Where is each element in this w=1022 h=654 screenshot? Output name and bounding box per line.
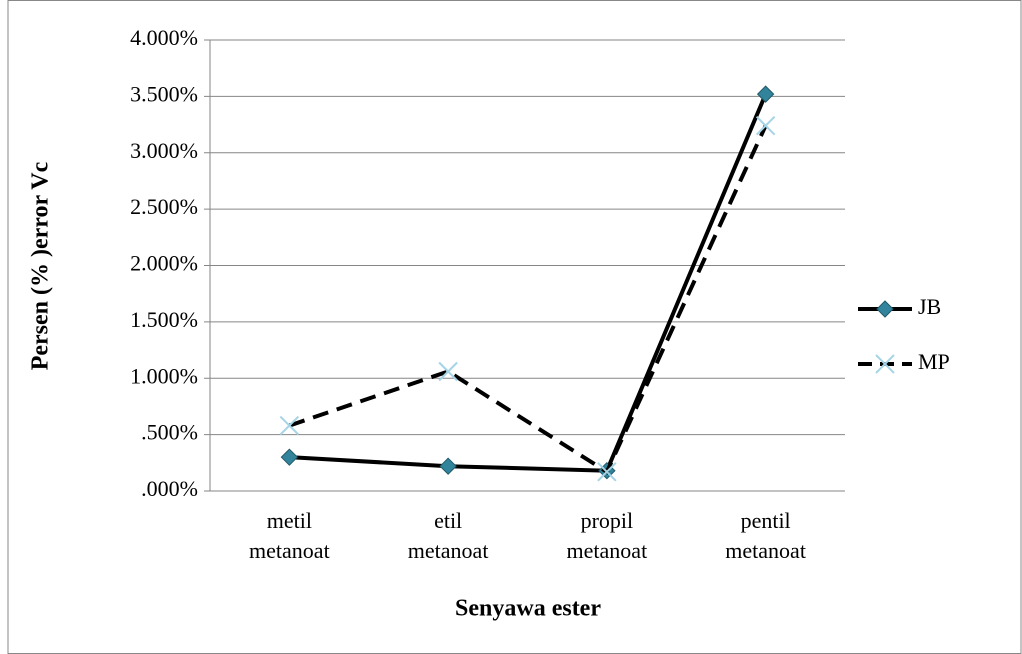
x-tick-label-line: metanoat bbox=[725, 538, 806, 563]
marker bbox=[280, 448, 299, 466]
x-tick-label-line: etil bbox=[434, 508, 462, 533]
x-axis-label: Senyawa ester bbox=[455, 596, 601, 622]
series-line bbox=[288, 124, 768, 475]
marker bbox=[756, 85, 775, 103]
x-tick-label-line: propil bbox=[581, 508, 634, 533]
y-tick-label: .500% bbox=[141, 420, 198, 445]
legend-label: MP bbox=[918, 349, 950, 374]
marker bbox=[875, 354, 895, 374]
marker bbox=[755, 115, 776, 136]
y-tick-label: 2.000% bbox=[130, 251, 198, 276]
marker bbox=[438, 361, 458, 382]
y-tick-label: 3.000% bbox=[130, 138, 198, 163]
y-tick-label: 1.500% bbox=[130, 307, 198, 332]
x-tick-label-line: metanoat bbox=[567, 538, 648, 563]
x-tick-label: propil metanoat bbox=[567, 508, 648, 563]
y-tick-label: 4.000% bbox=[130, 25, 198, 50]
x-tick-label: metil metanoat bbox=[249, 508, 330, 563]
marker bbox=[439, 457, 457, 475]
series-line bbox=[289, 93, 768, 473]
y-tick-label: 1.000% bbox=[130, 363, 198, 388]
legend-label: JB bbox=[918, 294, 941, 319]
chart-border bbox=[7, 0, 1022, 654]
x-tick-label: etil metanoat bbox=[408, 508, 489, 563]
x-tick-label: pentil metanoat bbox=[725, 508, 806, 563]
x-tick-label-line: metanoat bbox=[249, 538, 330, 563]
y-tick-label: 3.500% bbox=[130, 81, 198, 106]
y-tick-label: .000% bbox=[141, 476, 198, 501]
marker bbox=[597, 462, 617, 482]
marker bbox=[279, 415, 300, 436]
marker bbox=[876, 300, 894, 318]
x-tick-label-line: pentil bbox=[741, 508, 791, 533]
x-tick-label-line: metanoat bbox=[408, 538, 489, 563]
x-tick-label-line: metil bbox=[267, 508, 312, 533]
y-axis-label: Persen (% )error Vc bbox=[28, 161, 54, 370]
y-tick-label: 2.500% bbox=[130, 194, 198, 219]
